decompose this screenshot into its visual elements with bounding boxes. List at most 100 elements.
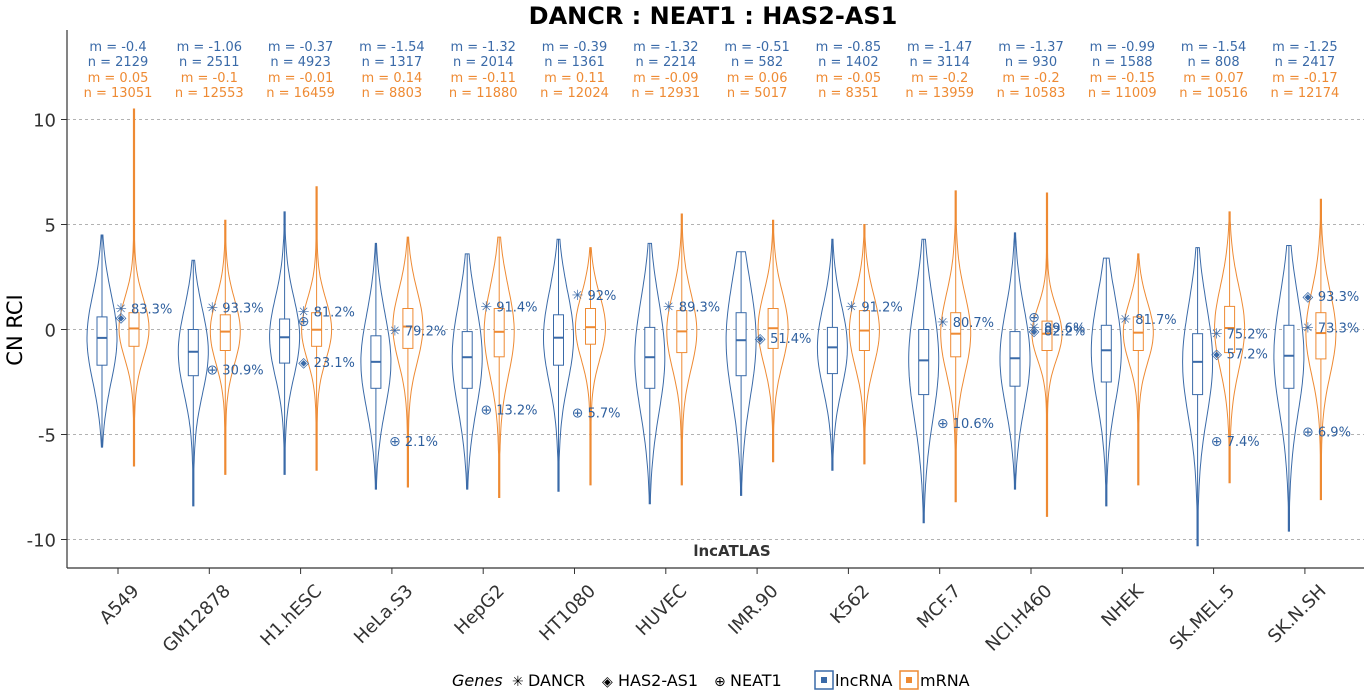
- stat-m-mrna: m = 0.06: [727, 71, 788, 86]
- violin-mrna: [848, 224, 880, 465]
- gridlines: [67, 119, 1364, 540]
- x-tick-label: HUVEC: [632, 581, 691, 640]
- stat-n-lnc: n = 1317: [362, 55, 422, 70]
- point-neat1: ⊕: [937, 416, 949, 432]
- point-pct-label: 5.7%: [588, 406, 621, 421]
- x-tick-label: HT1080: [535, 581, 600, 646]
- point-pct-label: 13.2%: [496, 403, 537, 418]
- stat-m-lnc: m = -0.39: [542, 40, 607, 55]
- stat-m-mrna: m = -0.1: [181, 71, 238, 86]
- stat-n-mrna: n = 12174: [1271, 86, 1340, 101]
- stat-m-lnc: m = -1.06: [177, 40, 242, 55]
- violin-mrna: [1122, 253, 1154, 486]
- stat-m-lnc: m = -1.54: [1181, 40, 1246, 55]
- box-lncrna: [1100, 324, 1112, 383]
- violin-lncrna: [999, 232, 1031, 490]
- stat-n-lnc: n = 2417: [1275, 55, 1335, 70]
- stat-n-mrna: n = 12553: [175, 86, 244, 101]
- stat-m-lnc: m = -1.54: [359, 40, 424, 55]
- point-neat1: ⊕: [572, 405, 584, 421]
- stat-m-mrna: m = -0.11: [450, 71, 515, 86]
- x-tick-label: SK.MEL.5: [1166, 581, 1240, 655]
- panel-label: lncATLAS: [693, 542, 770, 560]
- y-tick-label: -5: [38, 426, 56, 447]
- violin-mrna: [1214, 211, 1246, 484]
- y-tick-label: 5: [45, 216, 56, 237]
- point-pct-label: 82.2%: [1044, 325, 1085, 340]
- stat-m-lnc: m = -1.32: [633, 40, 698, 55]
- violin-lncrna: [543, 238, 574, 492]
- box-lncrna: [918, 329, 930, 396]
- stat-m-mrna: m = 0.07: [1183, 71, 1244, 86]
- x-tick-label: K562: [826, 581, 873, 628]
- stat-n-lnc: n = 4923: [270, 55, 330, 70]
- stat-n-lnc: n = 3114: [909, 55, 969, 70]
- point-pct-label: 7.4%: [1227, 435, 1260, 450]
- violin-lncrna: [908, 238, 940, 524]
- stat-n-lnc: n = 2511: [179, 55, 239, 70]
- x-tick-label: HepG2: [450, 581, 508, 639]
- point-neat1: ⊕: [1211, 434, 1223, 450]
- point-dancr: ✳: [480, 299, 492, 315]
- point-dancr: ✳: [846, 299, 858, 315]
- stat-m-lnc: m = -0.4: [89, 40, 146, 55]
- violin-mrna: [392, 236, 424, 488]
- violin-mrna: [940, 190, 972, 503]
- gene-points: ✳ 83.3% ✳ 93.3% ✳ 81.2% ✳ 79.2% ✳ 91.4% ✳ 92% ✳ 89.3%…: [115, 288, 1359, 450]
- point-pct-label: 91.4%: [496, 300, 537, 315]
- violin-lncrna: [177, 259, 209, 507]
- stat-m-mrna: m = -0.2: [911, 71, 968, 86]
- violin-lncrna: [1090, 257, 1122, 507]
- point-pct-label: 57.2%: [1227, 348, 1268, 363]
- legend-symbol: ✳: [512, 674, 524, 690]
- box-lncrna: [826, 326, 838, 375]
- x-tick-label: NHEK: [1097, 580, 1148, 631]
- point-has2-as1: ◈: [1029, 324, 1040, 340]
- violin-lncrna: [269, 211, 301, 475]
- legend-item: DANCR: [528, 671, 585, 690]
- point-dancr: ✳: [206, 300, 218, 316]
- legend-title: Genes: [452, 671, 503, 690]
- stat-n-mrna: n = 10516: [1179, 86, 1248, 101]
- legend-type: lncRNA: [835, 671, 892, 690]
- point-dancr: ✳: [1119, 312, 1131, 328]
- x-tick-label: A549: [96, 581, 144, 629]
- violin-lncrna: [86, 234, 118, 448]
- point-pct-label: 93.3%: [222, 301, 263, 316]
- stat-m-mrna: m = -0.05: [816, 71, 881, 86]
- point-pct-label: 89.3%: [679, 300, 720, 315]
- point-pct-label: 51.4%: [770, 332, 811, 347]
- violin-lncrna: [634, 242, 666, 505]
- point-dancr: ✳: [298, 305, 310, 321]
- stat-n-lnc: n = 1361: [544, 55, 604, 70]
- violin-mrna: [574, 247, 607, 486]
- stat-n-lnc: n = 930: [1005, 55, 1057, 70]
- point-pct-label: 79.2%: [405, 325, 446, 340]
- stat-n-lnc: n = 2214: [636, 55, 696, 70]
- violin-mrna: [118, 108, 150, 467]
- box-mrna: [219, 314, 231, 351]
- stat-n-mrna: n = 11880: [449, 86, 518, 101]
- stat-n-lnc: n = 1588: [1092, 55, 1152, 70]
- stat-n-lnc: n = 1402: [818, 55, 878, 70]
- stat-m-mrna: m = -0.2: [1002, 71, 1059, 86]
- stat-m-lnc: m = -0.85: [816, 40, 881, 55]
- box-mrna: [1132, 316, 1144, 351]
- y-tick-label: 0: [45, 321, 56, 342]
- stat-n-lnc: n = 2014: [453, 55, 513, 70]
- point-has2-as1: ◈: [1211, 347, 1222, 363]
- legend-item: HAS2-AS1: [618, 671, 698, 690]
- point-dancr: ✳: [1028, 320, 1040, 336]
- point-neat1: ⊕: [389, 434, 401, 450]
- point-has2-as1: ◈: [1303, 289, 1314, 305]
- point-dancr: ✳: [1211, 327, 1223, 343]
- violin-mrna: [666, 213, 698, 486]
- legend-item: NEAT1: [730, 671, 782, 690]
- point-neat1: ⊕: [1302, 424, 1314, 440]
- point-pct-label: 83.3%: [131, 303, 172, 318]
- stat-m-mrna: m = 0.05: [88, 71, 149, 86]
- violin-mrna: [209, 219, 241, 475]
- point-pct-label: 2.1%: [405, 435, 438, 450]
- box-mrna: [1315, 312, 1327, 360]
